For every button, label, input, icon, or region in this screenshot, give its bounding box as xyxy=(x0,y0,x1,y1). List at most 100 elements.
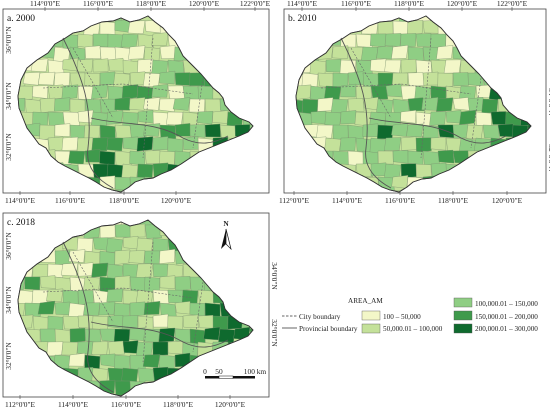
longitude-tick-label: 120°0'0"E xyxy=(447,0,478,8)
latitude-tick-label: 36°0'0"N xyxy=(4,232,13,260)
county-polygon xyxy=(197,315,215,329)
county-polygon xyxy=(355,137,373,153)
legend-provincial-boundary: Provincial boundary xyxy=(299,325,358,333)
county-polygon xyxy=(415,163,432,179)
county-polygon xyxy=(107,57,126,72)
latitude-tick-label: 32°0'0"N xyxy=(4,133,13,161)
county-polygon xyxy=(377,124,394,139)
county-polygon xyxy=(53,97,71,112)
county-polygon xyxy=(203,326,221,341)
county-polygon xyxy=(39,97,57,113)
county-polygon xyxy=(152,136,169,151)
provincial-boundary xyxy=(340,37,392,189)
county-polygon xyxy=(54,301,72,316)
county-polygon xyxy=(391,175,409,189)
scale-bar-label: 50 xyxy=(215,367,223,376)
map-panel-2010: b. 2010 114°0'0"E 116°0'0"E 118°0'0"E 120°0'… xyxy=(279,0,550,205)
county-polygon xyxy=(436,97,454,112)
county-polygon xyxy=(189,328,206,345)
county-polygon xyxy=(129,327,146,341)
county-polygon xyxy=(107,340,126,356)
county-polygon xyxy=(114,223,132,238)
county-polygon xyxy=(129,150,146,166)
longitude-tick-label: 116°0'0"E xyxy=(385,196,416,205)
county-polygon xyxy=(113,72,131,88)
county-polygon xyxy=(92,33,109,48)
county-polygon xyxy=(385,189,402,192)
county-polygon xyxy=(68,150,86,165)
county-polygon xyxy=(46,341,64,357)
county-polygon xyxy=(151,32,169,46)
county-polygon xyxy=(370,58,387,72)
county-polygon xyxy=(30,58,49,72)
county-polygon xyxy=(490,111,508,125)
county-polygon xyxy=(90,111,109,127)
county-polygon xyxy=(136,136,154,152)
county-polygon xyxy=(76,58,94,73)
county-polygon xyxy=(167,289,184,304)
county-polygon xyxy=(316,124,334,139)
county-polygon xyxy=(159,275,176,289)
county-polygon xyxy=(369,33,387,48)
county-polygon xyxy=(92,58,109,73)
county-polygon xyxy=(91,341,109,355)
county-polygon xyxy=(189,124,206,138)
latitude-tick-label: 32°0'0"N xyxy=(547,144,550,172)
county-polygon xyxy=(129,301,146,317)
county-polygon xyxy=(167,340,184,355)
longitude-tick-label: 114°0'0"E xyxy=(332,196,363,205)
county-polygon xyxy=(128,250,146,264)
county-polygon xyxy=(422,71,439,86)
county-polygon xyxy=(204,123,221,138)
county-polygon xyxy=(22,72,41,86)
county-polygon xyxy=(18,97,26,112)
county-polygon xyxy=(182,314,199,329)
county-polygon xyxy=(24,302,41,319)
legend-swatch-class-5 xyxy=(453,323,473,334)
provincial-boundary xyxy=(62,241,114,393)
longitude-tick-label: 122°0'0"E xyxy=(240,0,271,8)
latitude-tick-label: 36°0'0"N xyxy=(4,26,13,54)
county-polygon xyxy=(152,341,169,356)
county-polygon xyxy=(339,59,357,75)
county-polygon xyxy=(152,263,169,278)
county-polygon xyxy=(172,97,191,111)
county-polygon xyxy=(415,59,432,75)
county-polygon xyxy=(114,275,131,291)
legend-swatch-class-3 xyxy=(453,297,473,308)
county-polygon xyxy=(122,235,140,250)
county-polygon xyxy=(61,136,79,151)
county-polygon xyxy=(143,301,161,315)
county-polygon xyxy=(362,123,379,137)
county-polygon xyxy=(83,302,101,316)
county-polygon xyxy=(317,72,335,87)
county-polygon xyxy=(415,33,433,47)
county-polygon xyxy=(400,136,417,151)
provincial-boundary xyxy=(90,321,229,348)
county-polygon xyxy=(122,289,139,305)
county-polygon xyxy=(152,289,170,304)
county-polygon xyxy=(391,123,409,137)
county-polygon xyxy=(122,263,139,278)
county-polygon xyxy=(18,85,34,100)
longitude-tick-label: 118°0'0"E xyxy=(394,0,425,8)
legend-swatch-class-4 xyxy=(453,310,473,321)
longitude-tick-label: 116°0'0"E xyxy=(341,0,372,8)
longitude-tick-label: 122°0'0"E xyxy=(497,0,528,8)
county-polygon xyxy=(212,110,229,124)
county-polygon xyxy=(376,45,394,60)
county-polygon xyxy=(137,163,154,180)
county-polygon xyxy=(159,124,177,140)
north-arrow-icon: N xyxy=(221,219,232,251)
county-polygon xyxy=(114,124,133,140)
county-polygon xyxy=(144,250,161,265)
county-polygon xyxy=(391,45,409,60)
county-polygon xyxy=(166,111,184,126)
county-polygon xyxy=(452,97,471,111)
panel-label: a. 2000 xyxy=(7,14,35,24)
county-polygon xyxy=(114,97,131,111)
county-polygon xyxy=(384,137,402,151)
county-polygon xyxy=(62,57,79,72)
county-polygon xyxy=(384,111,402,127)
